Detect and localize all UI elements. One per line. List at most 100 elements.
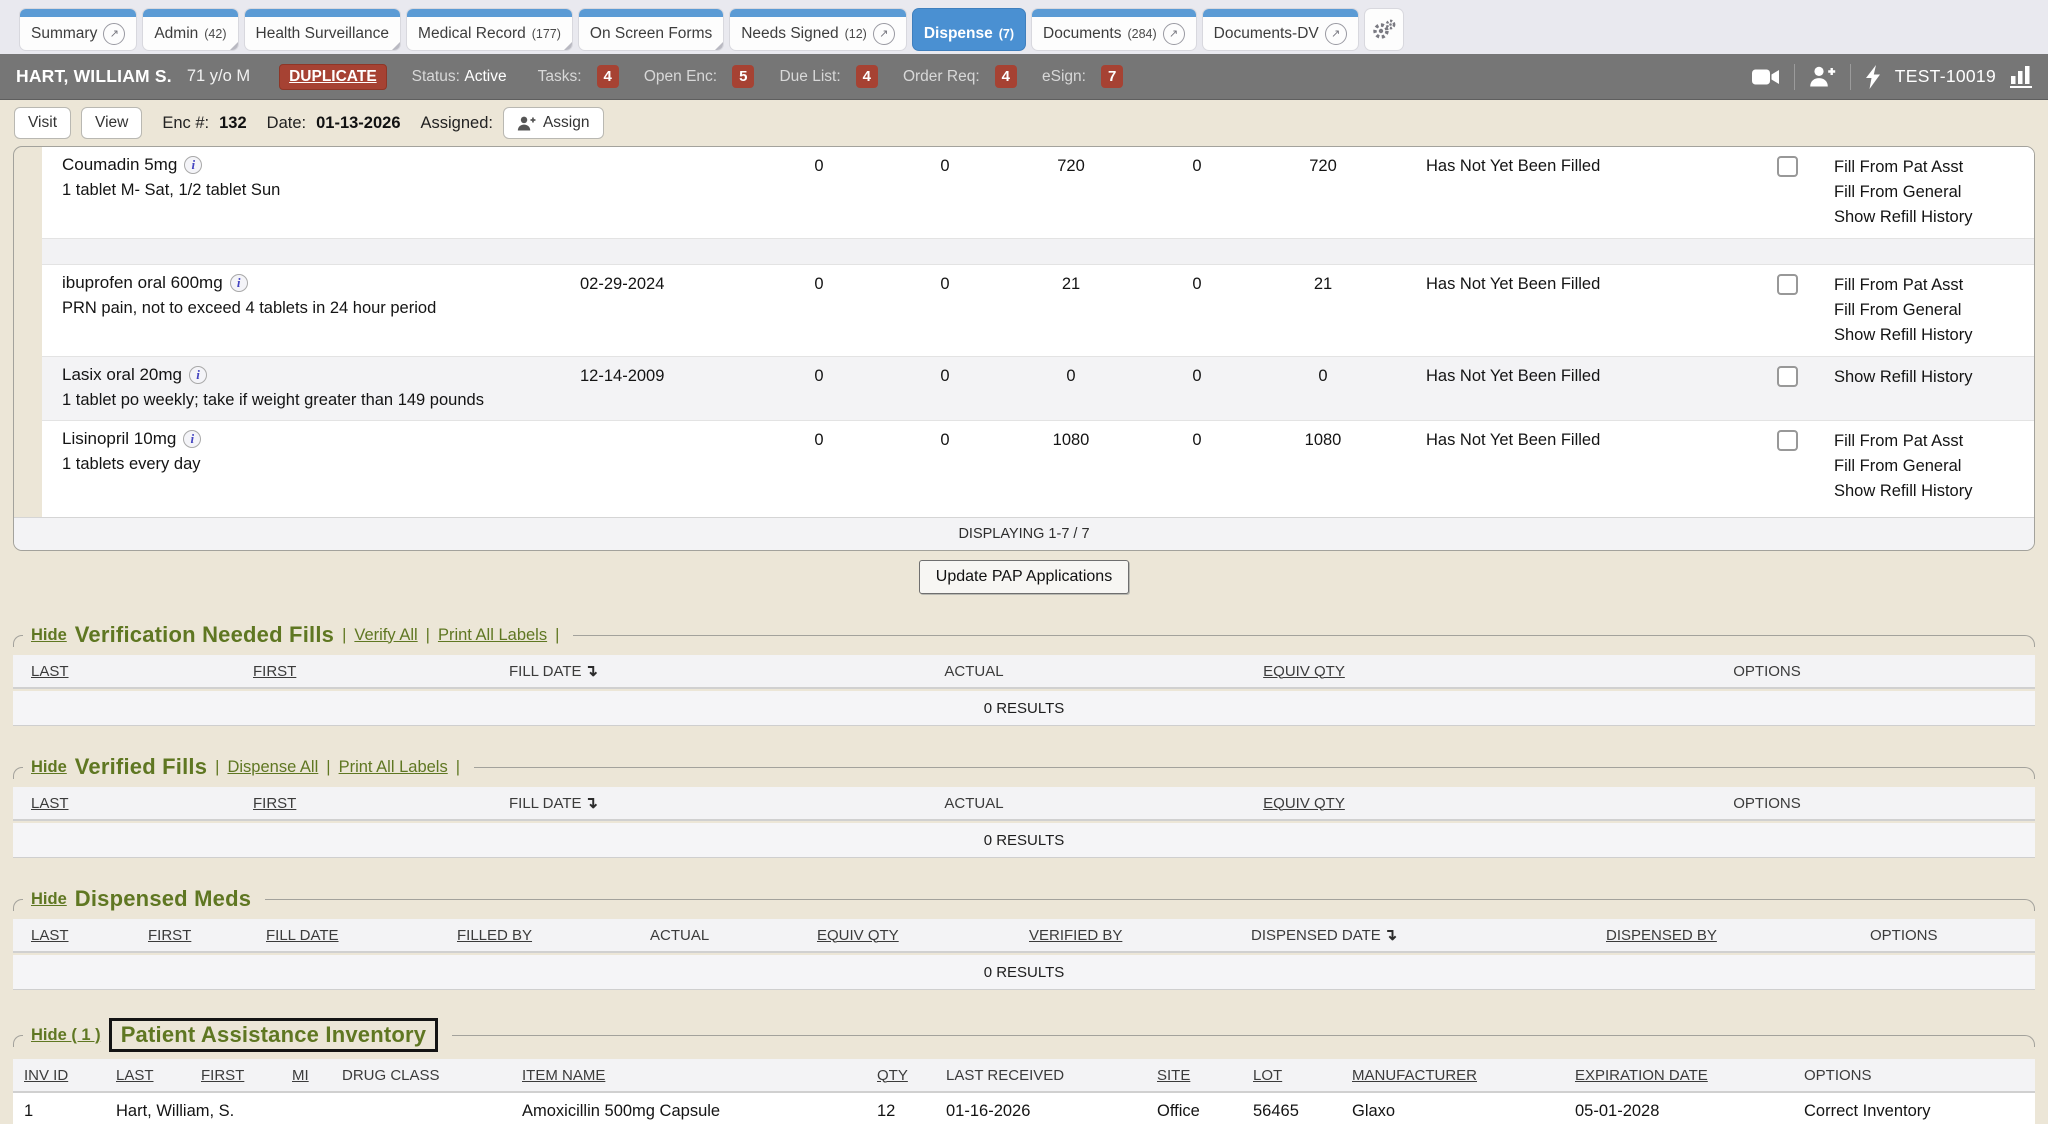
med-qty: 0 xyxy=(814,275,824,293)
row-checkbox[interactable] xyxy=(1777,156,1798,177)
col-header-first[interactable]: FIRST xyxy=(253,662,297,680)
row-checkbox[interactable] xyxy=(1777,366,1798,387)
verify-all-link[interactable]: Verify All xyxy=(354,625,418,644)
col-header-verified-by[interactable]: VERIFIED BY xyxy=(1029,926,1123,944)
tab-summary[interactable]: Summary ↗ xyxy=(20,9,137,50)
tab-accent-strip xyxy=(20,9,137,17)
col-header-first[interactable]: FIRST xyxy=(201,1066,245,1084)
tab-health-surveillance[interactable]: Health Surveillance xyxy=(244,9,401,50)
tab-medical-record[interactable]: Medical Record (177) xyxy=(407,9,572,50)
tab-on-screen-forms[interactable]: On Screen Forms xyxy=(578,9,724,50)
info-icon[interactable]: i xyxy=(229,274,248,292)
patient-age-sex: 71 y/o M xyxy=(186,67,251,85)
col-header-qty[interactable]: QTY xyxy=(877,1066,908,1084)
open-in-new-window-icon[interactable]: ↗ xyxy=(103,22,126,45)
tasks-count-badge[interactable]: 4 xyxy=(596,65,619,88)
enc-number-value: 132 xyxy=(219,113,247,132)
tab-documents-dv[interactable]: Documents-DV ↗ xyxy=(1202,9,1358,50)
col-header-fill-date[interactable]: FILL DATE xyxy=(509,795,582,812)
view-button[interactable]: View xyxy=(81,107,143,139)
esign-label: eSign: xyxy=(1041,67,1086,85)
section-rule xyxy=(573,635,2035,647)
order-req-count-badge[interactable]: 4 xyxy=(994,65,1017,88)
correct-inventory-link[interactable]: Correct Inventory xyxy=(1804,1102,1931,1120)
tab-admin[interactable]: Admin (42) xyxy=(143,9,238,50)
col-header-manufacturer[interactable]: MANUFACTURER xyxy=(1352,1066,1478,1084)
col-header-expiration-date[interactable]: EXPIRATION DATE xyxy=(1575,1066,1708,1084)
section-title: Verified Fills xyxy=(74,754,208,779)
med-qty: 0 xyxy=(940,431,950,449)
tab-needs-signed[interactable]: Needs Signed (12) ↗ xyxy=(730,9,906,50)
med-qty: 0 xyxy=(1192,275,1202,293)
add-user-button[interactable] xyxy=(1809,66,1836,87)
print-all-labels-link[interactable]: Print All Labels xyxy=(338,757,448,776)
col-header-equiv-qty[interactable]: EQUIV QTY xyxy=(1263,794,1345,812)
duplicate-badge[interactable]: DUPLICATE xyxy=(279,63,387,90)
col-header-dispensed-by[interactable]: DISPENSED BY xyxy=(1606,926,1717,944)
fill-from-pat-asst-link[interactable]: Fill From Pat Asst xyxy=(1834,158,1964,176)
fill-from-pat-asst-link[interactable]: Fill From Pat Asst xyxy=(1834,432,1964,450)
inv-qty: 12 xyxy=(877,1102,896,1120)
info-icon[interactable]: i xyxy=(184,156,203,174)
open-in-new-window-icon[interactable]: ↗ xyxy=(872,22,895,45)
row-checkbox[interactable] xyxy=(1777,274,1798,295)
fill-from-general-link[interactable]: Fill From General xyxy=(1834,301,1962,319)
pipe-separator: | xyxy=(342,625,347,644)
tab-documents[interactable]: Documents (284) ↗ xyxy=(1032,9,1196,50)
due-list-count-badge[interactable]: 4 xyxy=(855,65,878,88)
show-refill-history-link[interactable]: Show Refill History xyxy=(1834,208,1973,226)
col-header-last[interactable]: LAST xyxy=(31,926,69,944)
col-header-mi[interactable]: MI xyxy=(292,1066,309,1084)
fill-from-pat-asst-link[interactable]: Fill From Pat Asst xyxy=(1834,276,1964,294)
col-header-equiv-qty[interactable]: EQUIV QTY xyxy=(1263,662,1345,680)
col-header-first[interactable]: FIRST xyxy=(148,926,192,944)
col-header-first[interactable]: FIRST xyxy=(253,794,297,812)
sort-descending-icon: ↴ xyxy=(1383,927,1398,944)
col-header-dispensed-date[interactable]: DISPENSED DATE xyxy=(1251,927,1381,944)
med-name: ibuprofen oral 600mg xyxy=(62,273,223,292)
tab-accent-strip xyxy=(730,9,906,17)
tasks-label: Tasks: xyxy=(537,67,582,85)
lightning-bolt-button[interactable] xyxy=(1865,64,1881,89)
open-enc-count-badge[interactable]: 5 xyxy=(732,65,755,88)
col-header-site[interactable]: SITE xyxy=(1157,1066,1191,1084)
col-header-last[interactable]: LAST xyxy=(116,1066,154,1084)
med-name: Coumadin 5mg xyxy=(62,155,178,174)
hide-dispensed-meds-link[interactable]: Hide xyxy=(31,889,67,908)
results-count: 0 RESULTS xyxy=(13,955,2035,990)
hide-verification-fills-link[interactable]: Hide xyxy=(31,625,67,644)
visit-button[interactable]: Visit xyxy=(14,107,72,139)
video-camera-button[interactable] xyxy=(1751,68,1780,86)
col-header-filled-by[interactable]: FILLED BY xyxy=(457,926,533,944)
open-in-new-window-icon[interactable]: ↗ xyxy=(1324,22,1347,45)
hide-verified-fills-link[interactable]: Hide xyxy=(31,757,67,776)
settings-button[interactable] xyxy=(1364,9,1403,50)
med-row-ibuprofen: ibuprofen oral 600mg i PRN pain, not to … xyxy=(42,265,2034,357)
hide-pai-link[interactable]: Hide ( 1 ) xyxy=(31,1025,101,1044)
col-header-fill-date[interactable]: FILL DATE xyxy=(266,926,339,944)
show-refill-history-link[interactable]: Show Refill History xyxy=(1834,368,1973,386)
open-in-new-window-icon[interactable]: ↗ xyxy=(1162,22,1185,45)
print-all-labels-link[interactable]: Print All Labels xyxy=(437,625,548,644)
esign-count-badge[interactable]: 7 xyxy=(1100,65,1124,88)
col-header-equiv-qty[interactable]: EQUIV QTY xyxy=(817,926,899,944)
info-icon[interactable]: i xyxy=(189,366,208,384)
col-header-lot[interactable]: LOT xyxy=(1253,1066,1283,1084)
col-header-last[interactable]: LAST xyxy=(31,662,69,680)
col-header-inv-id[interactable]: INV ID xyxy=(24,1066,69,1084)
fill-from-general-link[interactable]: Fill From General xyxy=(1834,183,1962,201)
col-header-item-name[interactable]: ITEM NAME xyxy=(522,1066,606,1084)
info-icon[interactable]: i xyxy=(183,430,202,448)
assign-button[interactable]: Assign xyxy=(502,107,604,139)
row-checkbox[interactable] xyxy=(1777,430,1798,451)
show-refill-history-link[interactable]: Show Refill History xyxy=(1834,326,1973,344)
tab-dispense[interactable]: Dispense (7) xyxy=(912,9,1026,50)
show-refill-history-link[interactable]: Show Refill History xyxy=(1834,482,1973,500)
dispense-all-link[interactable]: Dispense All xyxy=(227,757,319,776)
fill-from-general-link[interactable]: Fill From General xyxy=(1834,457,1962,475)
growth-chart-button[interactable] xyxy=(2010,65,2032,88)
col-header-last[interactable]: LAST xyxy=(31,794,69,812)
update-pap-applications-button[interactable]: Update PAP Applications xyxy=(918,560,1130,594)
med-row-lasix: Lasix oral 20mg i 1 tablet po weekly; ta… xyxy=(42,357,2034,421)
col-header-fill-date[interactable]: FILL DATE xyxy=(509,663,582,680)
